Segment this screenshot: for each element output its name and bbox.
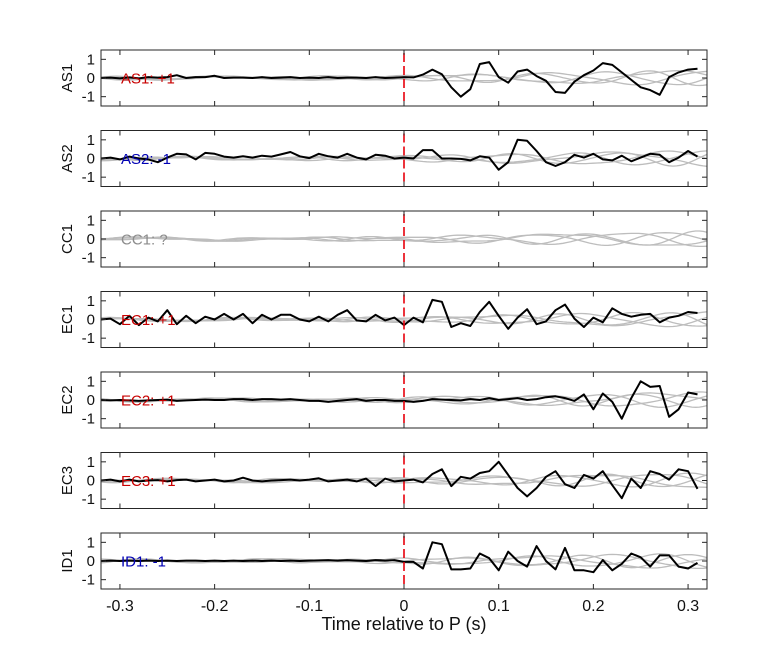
panel-ec3: 1 0-1 EC3 EC3: +1 [59, 452, 708, 509]
y-tick-label: 0 [87, 70, 95, 87]
series-line-ec1 [101, 298, 698, 330]
y-tick-label: -1 [82, 89, 95, 106]
panel-as1: 1 0 -1 AS1 AS1: +1 [59, 49, 708, 107]
station-name: AS1 [59, 64, 76, 92]
panel-ec1: 1 0-1 EC1 EC1: +1 [59, 291, 708, 348]
series-line-ec2 [101, 380, 698, 420]
station-name: EC3 [59, 466, 76, 495]
panel-cc1: 1 0 -1 CC1 CC1: ? [59, 210, 708, 268]
y-tick-label: -1 [82, 330, 95, 347]
x-tick-label: -0.1 [296, 598, 324, 615]
x-tick-label: -0.2 [201, 598, 229, 615]
x-tick-label: -0.3 [106, 598, 134, 615]
y-tick-label: 1 [87, 534, 95, 551]
polarity-label: ID1: -1 [121, 554, 166, 571]
y-tick-label: 1 [87, 132, 95, 149]
y-tick-label: -1 [82, 169, 95, 186]
series-line-as1 [101, 61, 698, 98]
polarity-label: AS1: +1 [121, 71, 175, 88]
panel-ec2: 1 0 -1 EC2 EC2: +1 [59, 371, 708, 429]
y-tick-label: 1 [87, 212, 95, 229]
y-tick-label: 0 [87, 553, 95, 570]
panel-as2: 1 0-1 AS2 AS2: -1 [59, 130, 708, 187]
x-tick-label: 0.1 [488, 598, 510, 615]
background-trace [101, 393, 707, 408]
polarity-label: AS2: -1 [121, 151, 171, 168]
y-tick-label: 0 [87, 473, 95, 490]
polarity-label: EC3: +1 [121, 473, 176, 490]
y-tick-label: -1 [82, 491, 95, 508]
x-tick-label: 0.3 [677, 598, 699, 615]
polarity-label: EC2: +1 [121, 393, 176, 410]
series-line-ec3 [101, 460, 699, 500]
station-name: AS2 [59, 144, 76, 172]
polarity-label: EC1: +1 [121, 312, 176, 329]
x-tick-label: 0 [400, 598, 409, 615]
y-tick-label: 1 [87, 454, 95, 471]
x-axis-label: Time relative to P (s) [321, 614, 486, 634]
y-tick-label: 1 [87, 293, 95, 310]
background-trace [101, 150, 707, 166]
y-tick-label: 1 [87, 51, 95, 68]
y-tick-label: -1 [82, 411, 95, 428]
station-name: EC2 [59, 385, 76, 414]
station-name: CC1 [59, 224, 76, 254]
y-tick-label: 0 [87, 392, 95, 409]
x-axis: -0.3 -0.2 -0.1 0 0.1 0.2 0.3 [106, 598, 699, 615]
station-name: ID1 [59, 549, 76, 572]
polarity-label: CC1: ? [121, 232, 168, 249]
y-tick-label: 0 [87, 151, 95, 168]
y-tick-label: 0 [87, 312, 95, 329]
y-tick-label: -1 [82, 572, 95, 589]
station-name: EC1 [59, 305, 76, 334]
y-tick-label: 0 [87, 231, 95, 248]
series-line-id1 [101, 541, 699, 574]
panel-id1: 1 0 -1 ID1 ID1: -1 [59, 532, 708, 590]
y-tick-label: -1 [82, 250, 95, 267]
y-tick-label: 1 [87, 373, 95, 390]
x-tick-label: 0.2 [582, 598, 604, 615]
series-line-as2 [101, 138, 699, 171]
